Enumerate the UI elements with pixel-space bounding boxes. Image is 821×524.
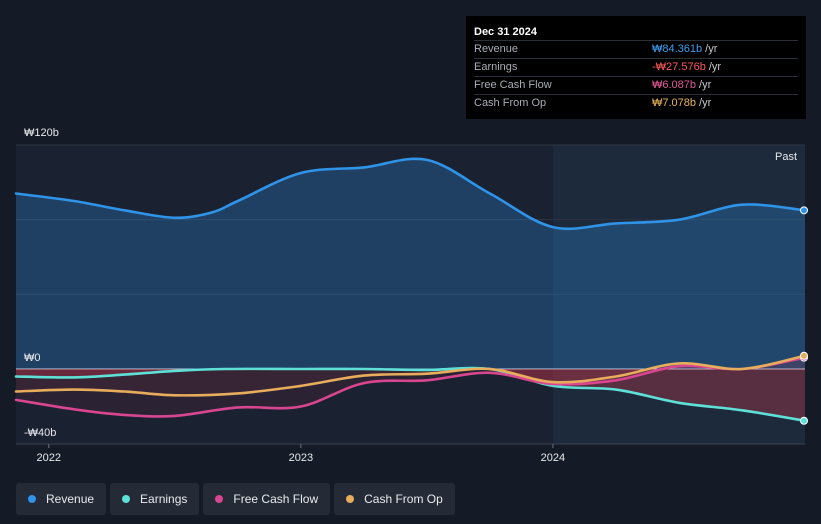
legend-dot-icon [215,495,224,503]
y-tick-label: ₩0 [24,352,41,364]
legend-label: Earnings [140,492,188,506]
x-tick-label: 2022 [37,452,61,464]
tooltip-row-revenue: Revenue ₩84.361b /yr [474,40,798,58]
point-cash-from-op [800,351,808,360]
tooltip-label: Free Cash Flow [474,79,552,91]
line-free-cash-flow [14,356,807,418]
area-cash-from-op [16,355,805,396]
point-revenue [800,206,808,215]
legend-dot-icon [346,495,355,503]
legend-dot-icon [122,495,131,503]
line-cash-from-op [14,354,807,397]
legend-label: Revenue [46,492,95,506]
tooltip-value: -₩27.576b [652,61,706,73]
tooltip-row-earnings: Earnings -₩27.576b /yr [474,58,798,76]
tooltip-row-cash-from-op: Cash From Op ₩7.078b /yr [474,94,798,112]
tooltip-unit: /yr [705,43,718,55]
y-tick-label: ₩120b [24,127,59,139]
tooltip-row-free-cash-flow: Free Cash Flow ₩6.087b /yr [474,76,798,94]
tooltip-value: ₩6.087b [652,79,697,91]
tooltip-unit: /yr [708,61,722,73]
legend-item-revenue[interactable]: Revenue [16,483,107,515]
tooltip-value: ₩84.361b [652,43,703,55]
tooltip-unit: /yr [699,79,712,91]
area-revenue [16,158,805,369]
legend-dot-icon [28,495,36,503]
legend: Revenue Earnings Free Cash Flow Cash Fro… [16,483,455,515]
area-free-cash-flow [16,357,805,417]
tooltip: Dec 31 2024 Revenue ₩84.361b /yr Earning… [466,16,806,119]
legend-item-cash-from-op[interactable]: Cash From Op [334,483,455,515]
x-tick-label: 2024 [541,452,565,464]
legend-item-free-cash-flow[interactable]: Free Cash Flow [203,483,331,515]
past-label: Past [775,151,797,163]
tooltip-label: Revenue [474,43,519,55]
tooltip-label: Cash From Op [474,97,547,109]
line-earnings [14,366,807,423]
x-tick-label: 2023 [289,452,313,464]
legend-item-earnings[interactable]: Earnings [110,483,200,515]
tooltip-date: Dec 31 2024 [474,26,537,38]
tooltip-unit: /yr [699,97,712,109]
tooltip-value: ₩7.078b [652,97,697,109]
point-earnings [800,416,808,425]
y-tick-label: -₩40b [24,427,56,439]
line-revenue [14,157,807,231]
legend-label: Cash From Op [364,492,443,506]
tooltip-label: Earnings [474,61,518,73]
legend-label: Free Cash Flow [233,492,319,506]
